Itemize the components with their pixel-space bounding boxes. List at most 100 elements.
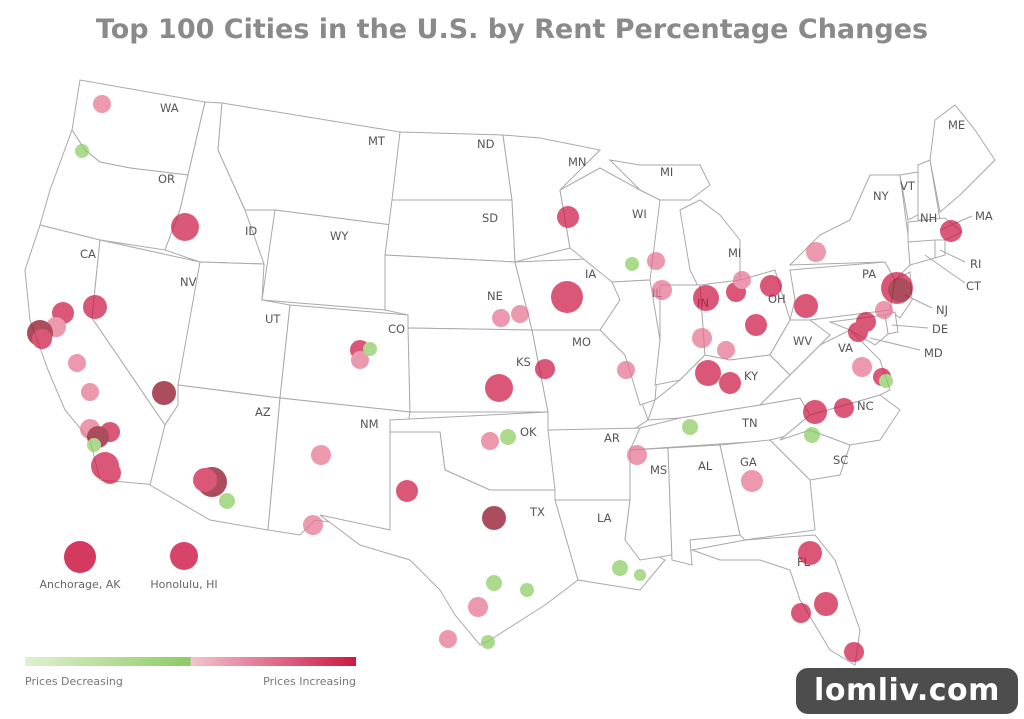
city-bubble: [500, 429, 516, 445]
city-bubble: [693, 285, 719, 311]
city-bubble: [81, 383, 99, 401]
state-label: SD: [482, 211, 498, 225]
state-label: MI: [660, 165, 673, 179]
city-bubble: [303, 515, 323, 535]
state-label: ND: [477, 137, 495, 151]
city-bubble: [152, 381, 176, 405]
state-ks: [407, 327, 549, 413]
state-label: GA: [740, 455, 757, 469]
city-bubble: [612, 560, 628, 576]
city-bubble: [806, 242, 826, 262]
city-bubble: [535, 359, 555, 379]
state-label: WA: [160, 101, 179, 115]
state-label: VA: [838, 341, 853, 355]
city-bubble: [695, 360, 721, 386]
state-label: KS: [516, 355, 531, 369]
city-bubble: [625, 257, 639, 271]
state-label: MI: [728, 246, 741, 260]
city-bubble: [351, 351, 369, 369]
city-bubble: [888, 278, 912, 302]
city-bubble: [803, 400, 827, 424]
city-bubble: [396, 480, 418, 502]
city-bubble: [557, 206, 579, 228]
city-bubble: [171, 213, 199, 241]
state-label: DE: [932, 322, 948, 336]
city-bubble: [193, 468, 217, 492]
state-label: WV: [793, 334, 812, 348]
city-bubble: [848, 322, 868, 342]
city-bubble: [68, 354, 86, 372]
city-bubble: [481, 432, 499, 450]
state-label: AZ: [255, 405, 271, 419]
map-title: Top 100 Cities in the U.S. by Rent Perce…: [95, 14, 929, 45]
legend-gradient-bar: [25, 657, 356, 666]
state-mt: [217, 102, 401, 226]
state-label: PA: [862, 267, 876, 281]
state-sd: [384, 199, 516, 263]
city-bubble: [745, 314, 767, 336]
city-bubble: [852, 357, 872, 377]
city-bubble: [627, 445, 647, 465]
city-bubble: [652, 280, 672, 300]
city-bubble: [791, 603, 811, 623]
state-wy: [261, 209, 393, 311]
watermark: lomliv.com: [796, 668, 1018, 714]
state-label: CA: [80, 247, 96, 261]
state-label: SC: [833, 453, 848, 467]
city-bubble: [804, 427, 820, 443]
state-label: MS: [650, 463, 667, 477]
city-bubble: [814, 592, 838, 616]
state-label: MA: [975, 209, 993, 223]
city-bubble: [617, 361, 635, 379]
state-label: AL: [698, 459, 713, 473]
city-bubble: [794, 294, 818, 318]
state-label: ID: [245, 224, 257, 238]
city-bubble: [798, 541, 822, 565]
city-bubble: [634, 569, 646, 581]
state-label: CO: [388, 322, 405, 336]
state-label: NM: [360, 417, 379, 431]
state-nm: [267, 397, 411, 536]
state-label: NC: [857, 399, 874, 413]
honolulu-bubble: [170, 542, 198, 570]
city-bubble: [940, 220, 962, 242]
city-bubble: [99, 462, 121, 484]
city-bubble: [719, 372, 741, 394]
state-fl: [690, 534, 861, 666]
city-bubble: [492, 309, 510, 327]
city-bubble: [219, 493, 235, 509]
state-label: TN: [741, 416, 758, 430]
city-bubble: [760, 275, 782, 297]
city-bubbles: [27, 95, 962, 662]
state-mi: [608, 159, 741, 291]
state-label: NV: [180, 275, 197, 289]
state-label: WI: [632, 207, 647, 221]
hawaii-inset: Honolulu, HI: [150, 542, 218, 591]
state-label: TX: [529, 505, 545, 519]
city-bubble: [83, 295, 107, 319]
state-label: UT: [265, 312, 281, 326]
city-bubble: [75, 144, 89, 158]
city-bubble: [468, 597, 488, 617]
city-bubble: [844, 642, 864, 662]
anchorage-label: Anchorage, AK: [40, 578, 122, 591]
legend-high-label: Prices Increasing: [263, 675, 356, 688]
city-bubble: [363, 342, 377, 356]
state-label: MD: [924, 346, 943, 360]
city-bubble: [520, 583, 534, 597]
state-label: VT: [900, 179, 916, 193]
state-labels: WA OR CA NV ID MT WY UT AZ CO NM ND SD N…: [80, 101, 993, 569]
city-bubble: [32, 329, 52, 349]
alaska-inset: Anchorage, AK: [40, 541, 122, 591]
city-bubble: [682, 419, 698, 435]
city-bubble: [879, 374, 893, 388]
city-bubble: [311, 445, 331, 465]
state-label: NJ: [936, 303, 948, 317]
legend: Prices Decreasing Prices Increasing: [25, 657, 356, 688]
city-bubble: [485, 374, 513, 402]
city-bubble: [733, 271, 751, 289]
state-label: NH: [920, 211, 937, 225]
state-wi: [559, 167, 661, 283]
city-bubble: [741, 470, 763, 492]
